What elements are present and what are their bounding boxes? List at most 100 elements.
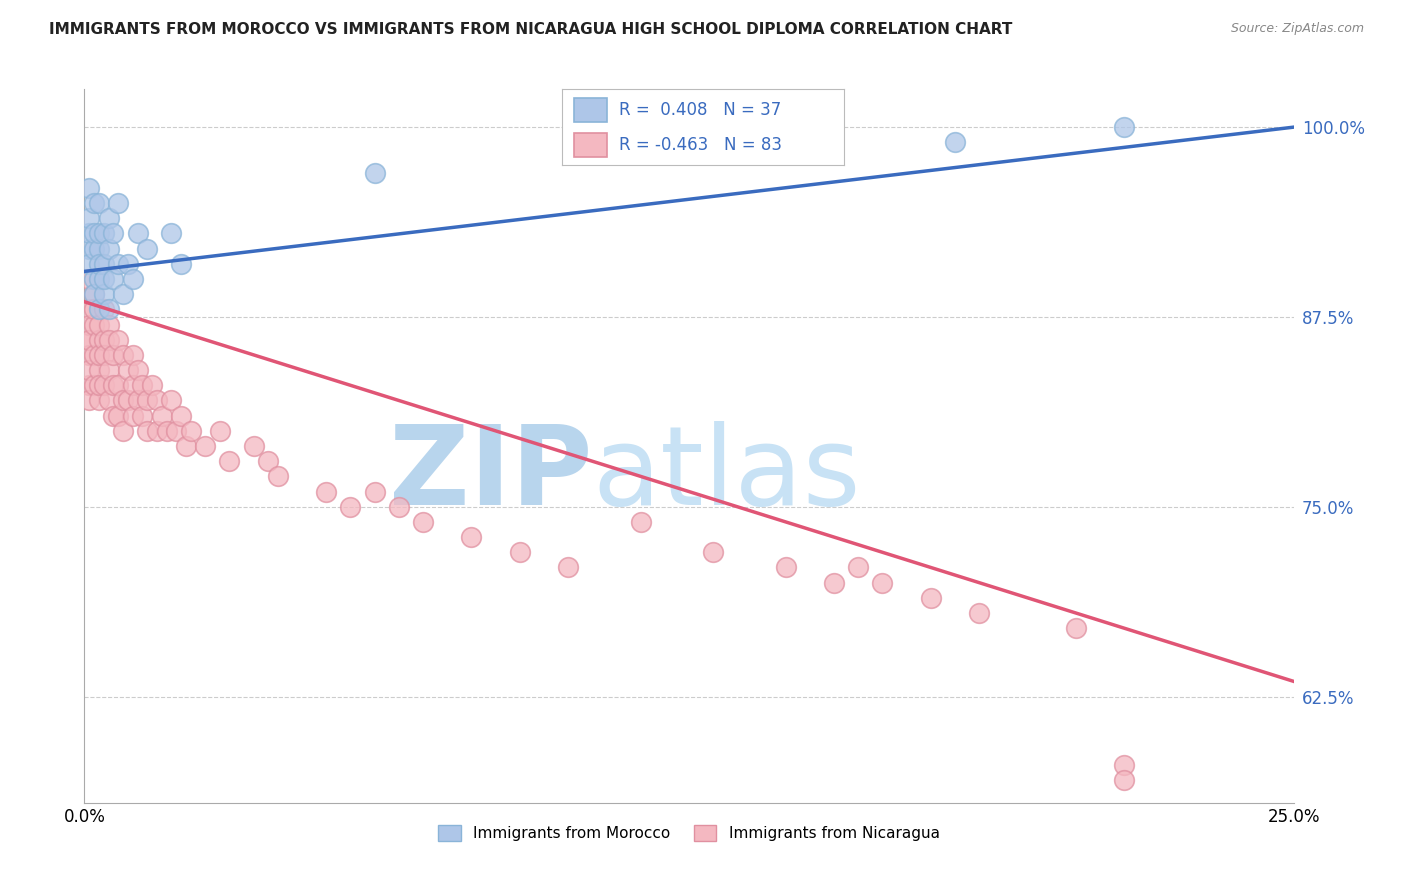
Point: [77, 333, 100, 347]
Point: [872, 575, 894, 590]
Point: [97, 302, 120, 317]
Point: [1114, 757, 1136, 772]
Point: [155, 424, 177, 438]
Point: [97, 211, 120, 226]
Point: [93, 378, 115, 392]
Point: [136, 424, 159, 438]
Point: [165, 424, 187, 438]
Point: [77, 318, 100, 332]
Point: [77, 257, 100, 271]
Point: [170, 257, 193, 271]
Point: [460, 530, 482, 544]
Point: [93, 302, 115, 317]
Point: [93, 333, 115, 347]
Point: [87, 227, 110, 241]
Point: [194, 439, 217, 453]
Point: [121, 378, 143, 392]
Point: [180, 424, 202, 438]
Point: [509, 545, 531, 559]
Point: [93, 257, 115, 271]
Point: [136, 393, 159, 408]
Point: [112, 348, 135, 362]
Point: [112, 287, 135, 301]
Point: [87, 196, 110, 211]
Point: [702, 545, 724, 559]
Text: atlas: atlas: [592, 421, 860, 528]
Point: [77, 393, 100, 408]
Point: [121, 409, 143, 423]
Point: [943, 136, 966, 150]
Point: [107, 333, 129, 347]
Legend: Immigrants from Morocco, Immigrants from Nicaragua: Immigrants from Morocco, Immigrants from…: [430, 817, 948, 848]
Point: [146, 393, 169, 408]
Point: [136, 242, 159, 256]
Point: [77, 302, 100, 317]
Point: [77, 378, 100, 392]
Point: [112, 393, 135, 408]
Point: [257, 454, 280, 468]
Point: [103, 378, 125, 392]
Point: [557, 560, 579, 574]
Point: [87, 363, 110, 377]
Point: [93, 348, 115, 362]
Point: [315, 484, 337, 499]
Point: [87, 318, 110, 332]
Point: [107, 378, 129, 392]
Point: [107, 196, 129, 211]
Point: [174, 439, 197, 453]
Point: [1114, 120, 1136, 135]
Point: [83, 378, 105, 392]
Point: [77, 333, 100, 347]
Text: IMMIGRANTS FROM MOROCCO VS IMMIGRANTS FROM NICARAGUA HIGH SCHOOL DIPLOMA CORRELA: IMMIGRANTS FROM MOROCCO VS IMMIGRANTS FR…: [49, 22, 1012, 37]
Point: [77, 363, 100, 377]
Point: [363, 484, 385, 499]
Point: [83, 318, 105, 332]
Point: [97, 393, 120, 408]
Point: [412, 515, 434, 529]
Point: [97, 242, 120, 256]
Point: [339, 500, 361, 514]
Point: [775, 560, 797, 574]
Point: [127, 363, 149, 377]
Point: [823, 575, 845, 590]
Point: [87, 393, 110, 408]
Point: [83, 302, 105, 317]
Point: [93, 287, 115, 301]
Point: [388, 500, 411, 514]
Point: [87, 348, 110, 362]
Text: R =  0.408   N = 37: R = 0.408 N = 37: [619, 101, 780, 119]
Point: [87, 257, 110, 271]
Point: [1114, 772, 1136, 787]
Point: [93, 272, 115, 286]
Point: [83, 287, 105, 301]
Text: Source: ZipAtlas.com: Source: ZipAtlas.com: [1230, 22, 1364, 36]
Point: [242, 439, 264, 453]
Point: [87, 242, 110, 256]
Point: [77, 242, 100, 256]
Point: [150, 409, 173, 423]
Point: [87, 302, 110, 317]
Point: [83, 242, 105, 256]
Point: [103, 409, 125, 423]
Point: [208, 424, 231, 438]
Point: [87, 333, 110, 347]
Point: [267, 469, 290, 483]
Point: [141, 378, 163, 392]
Point: [77, 348, 100, 362]
FancyBboxPatch shape: [574, 97, 607, 122]
Point: [218, 454, 240, 468]
Point: [1064, 621, 1087, 635]
Point: [93, 227, 115, 241]
Point: [170, 409, 193, 423]
Point: [127, 227, 149, 241]
Point: [83, 272, 105, 286]
Point: [97, 318, 120, 332]
Point: [121, 272, 143, 286]
Point: [630, 515, 652, 529]
Point: [83, 196, 105, 211]
Point: [131, 409, 153, 423]
Point: [112, 424, 135, 438]
Point: [107, 257, 129, 271]
Text: R = -0.463   N = 83: R = -0.463 N = 83: [619, 136, 782, 154]
Point: [107, 409, 129, 423]
